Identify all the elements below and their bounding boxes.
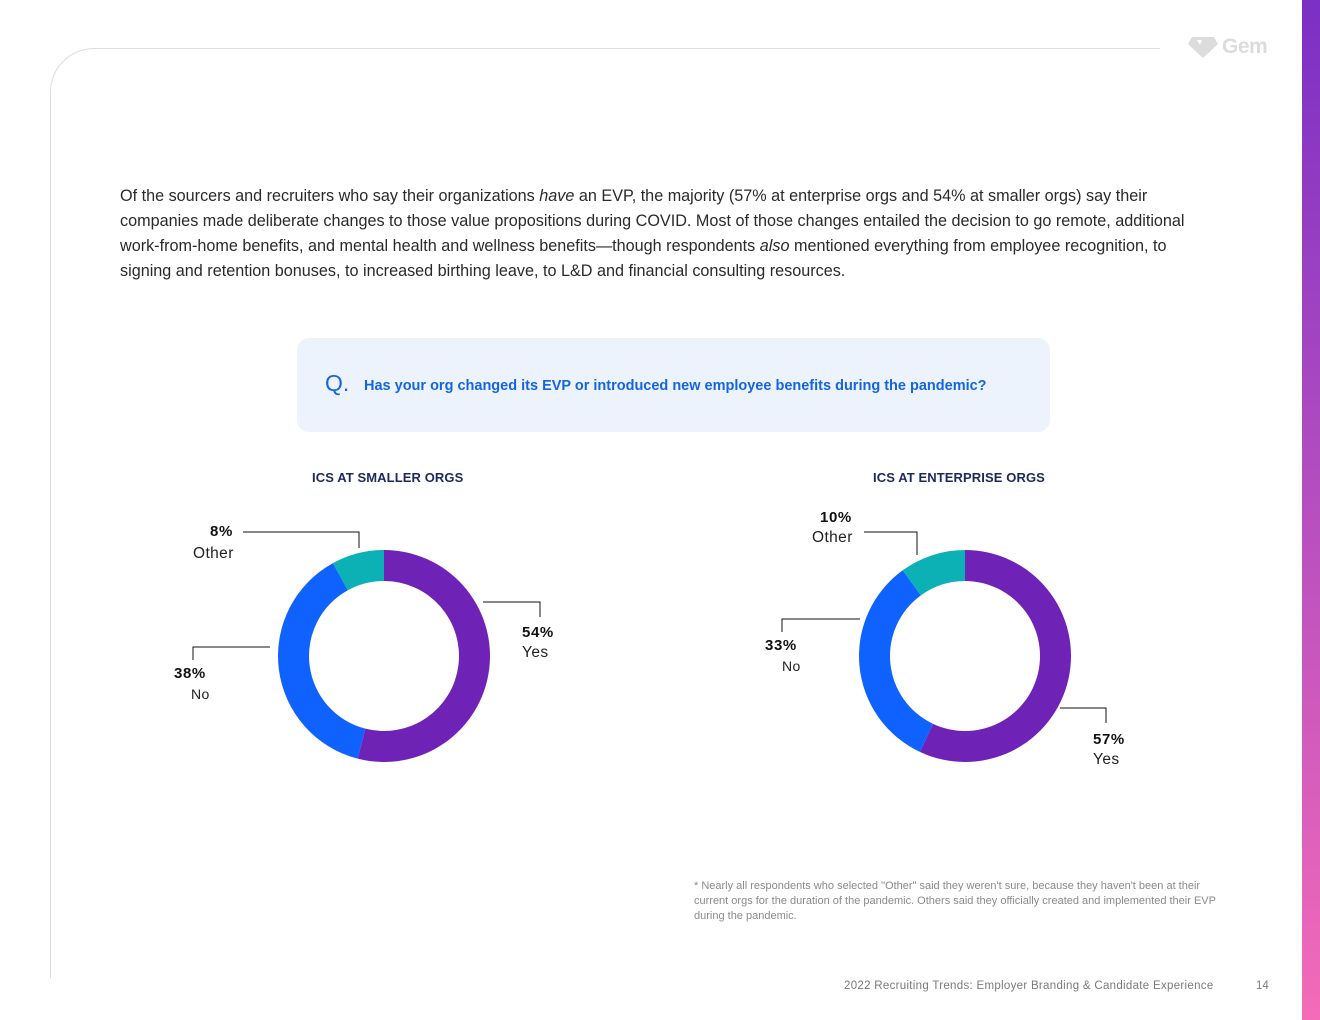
intro-paragraph: Of the sourcers and recruiters who say t… bbox=[120, 184, 1220, 284]
gem-icon bbox=[1188, 37, 1218, 58]
accent-side-bar bbox=[1302, 0, 1320, 1020]
leader-line-ent-other bbox=[864, 531, 918, 555]
intro-emphasis-2: also bbox=[759, 237, 790, 255]
question-text: Has your org changed its EVP or introduc… bbox=[364, 378, 987, 394]
intro-emphasis-1: have bbox=[539, 187, 575, 205]
leader-lines bbox=[192, 531, 1107, 723]
value-label-ent-yes: 57% bbox=[1093, 731, 1125, 748]
donut-slice-small-yes bbox=[357, 550, 491, 762]
chart-title-smaller-orgs: ICS AT SMALLER ORGS bbox=[312, 470, 464, 485]
leader-line-ent-yes bbox=[1060, 707, 1107, 723]
question-mark: Q. bbox=[325, 370, 350, 396]
donut-enterprise-orgs bbox=[858, 550, 1071, 762]
category-label-small-no: No bbox=[191, 686, 210, 702]
category-label-small-other: Other bbox=[193, 545, 234, 562]
question-box: Q. Has your org changed its EVP or intro… bbox=[297, 338, 1050, 432]
gem-logo-text: Gem bbox=[1222, 35, 1268, 58]
donut-slice-small-no bbox=[278, 563, 366, 759]
intro-text-1: Of the sourcers and recruiters who say t… bbox=[120, 187, 540, 205]
page-frame bbox=[50, 48, 1160, 978]
leader-line-small-no bbox=[192, 646, 270, 660]
category-label-ent-no: No bbox=[782, 658, 801, 674]
intro-text-2: an EVP, the majority (57% at enterprise … bbox=[120, 187, 1185, 255]
intro-text-3: mentioned everything from employee recog… bbox=[120, 237, 1167, 280]
leader-line-small-other bbox=[243, 531, 360, 548]
value-label-ent-other: 10% bbox=[820, 509, 852, 526]
donut-slice-ent-other bbox=[902, 550, 965, 596]
footer-title: 2022 Recruiting Trends: Employer Brandin… bbox=[844, 980, 1214, 992]
donut-slice-ent-no bbox=[858, 570, 934, 752]
gem-logo: Gem bbox=[1188, 34, 1274, 60]
chart-title-enterprise-orgs: ICS AT ENTERPRISE ORGS bbox=[873, 470, 1045, 485]
value-label-small-other: 8% bbox=[210, 523, 233, 540]
value-label-small-yes: 54% bbox=[522, 624, 554, 641]
leader-line-ent-no bbox=[781, 618, 860, 632]
category-label-ent-other: Other bbox=[812, 529, 853, 546]
footnote: * Nearly all respondents who selected "O… bbox=[694, 880, 1216, 922]
leader-line-small-yes bbox=[483, 601, 541, 617]
category-label-small-yes: Yes bbox=[522, 644, 549, 661]
category-label-ent-yes: Yes bbox=[1093, 751, 1120, 768]
page-number: 14 bbox=[1256, 980, 1269, 992]
value-label-ent-no: 33% bbox=[765, 637, 797, 654]
donut-slice-small-other bbox=[332, 550, 384, 591]
donut-slice-ent-yes bbox=[919, 550, 1071, 762]
donut-smaller-orgs bbox=[278, 550, 491, 762]
value-label-small-no: 38% bbox=[174, 665, 206, 682]
